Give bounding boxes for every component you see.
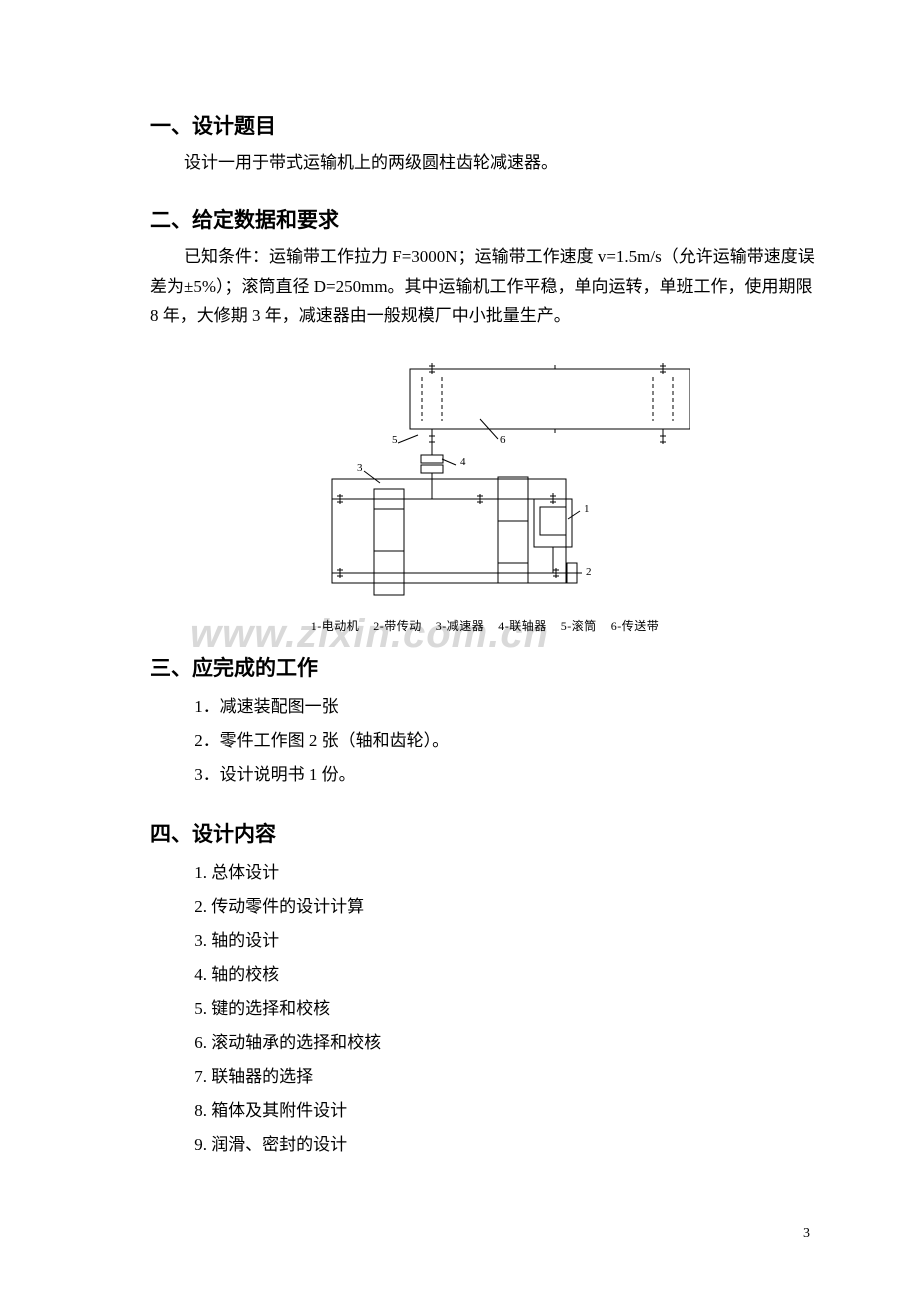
list-item: 2. 传动零件的设计计算	[150, 890, 820, 924]
section-1-body: 设计一用于带式运输机上的两级圆柱齿轮减速器。	[150, 148, 820, 178]
section-2-body: 已知条件：运输带工作拉力 F=3000N；运输带工作速度 v=1.5m/s（允许…	[150, 242, 820, 331]
caption-part-2: 2-带传动	[373, 619, 422, 633]
caption-part-4: 4-联轴器	[498, 619, 547, 633]
diagram-caption: 1-电动机 2-带传动 3-减速器 4-联轴器 5-滚筒 6-传送带	[150, 617, 820, 634]
diagram-svg: 1 2 3 4 5 6	[280, 339, 690, 609]
list-item: 1．减速装配图一张	[150, 690, 820, 724]
document-page: 一、设计题目 设计一用于带式运输机上的两级圆柱齿轮减速器。 二、给定数据和要求 …	[0, 0, 920, 1162]
list-item: 2．零件工作图 2 张（轴和齿轮）。	[150, 724, 820, 758]
list-item: 8. 箱体及其附件设计	[150, 1094, 820, 1128]
section-4-list: 1. 总体设计 2. 传动零件的设计计算 3. 轴的设计 4. 轴的校核 5. …	[150, 856, 820, 1162]
transmission-diagram: 1 2 3 4 5 6	[150, 339, 820, 609]
caption-part-1: 1-电动机	[311, 619, 360, 633]
caption-part-6: 6-传送带	[611, 619, 660, 633]
list-item: 4. 轴的校核	[150, 958, 820, 992]
svg-text:2: 2	[586, 566, 592, 578]
section-2-heading: 二、给定数据和要求	[150, 204, 820, 234]
section-1-heading: 一、设计题目	[150, 110, 820, 140]
list-item: 9. 润滑、密封的设计	[150, 1128, 820, 1162]
caption-part-5: 5-滚筒	[561, 619, 597, 633]
list-item: 6. 滚动轴承的选择和校核	[150, 1026, 820, 1060]
section-3-heading: 三、应完成的工作	[150, 652, 820, 682]
caption-part-3: 3-减速器	[436, 619, 485, 633]
svg-text:6: 6	[500, 434, 506, 446]
list-item: 3. 轴的设计	[150, 924, 820, 958]
list-item: 7. 联轴器的选择	[150, 1060, 820, 1094]
list-item: 5. 键的选择和校核	[150, 992, 820, 1026]
svg-text:5: 5	[392, 434, 398, 446]
section-3-list: 1．减速装配图一张 2．零件工作图 2 张（轴和齿轮）。 3．设计说明书 1 份…	[150, 690, 820, 792]
svg-text:3: 3	[357, 462, 363, 474]
list-item: 3．设计说明书 1 份。	[150, 758, 820, 792]
svg-text:1: 1	[584, 503, 590, 515]
list-item: 1. 总体设计	[150, 856, 820, 890]
section-4-heading: 四、设计内容	[150, 818, 820, 848]
page-number: 3	[803, 1226, 810, 1242]
svg-text:4: 4	[460, 456, 466, 468]
